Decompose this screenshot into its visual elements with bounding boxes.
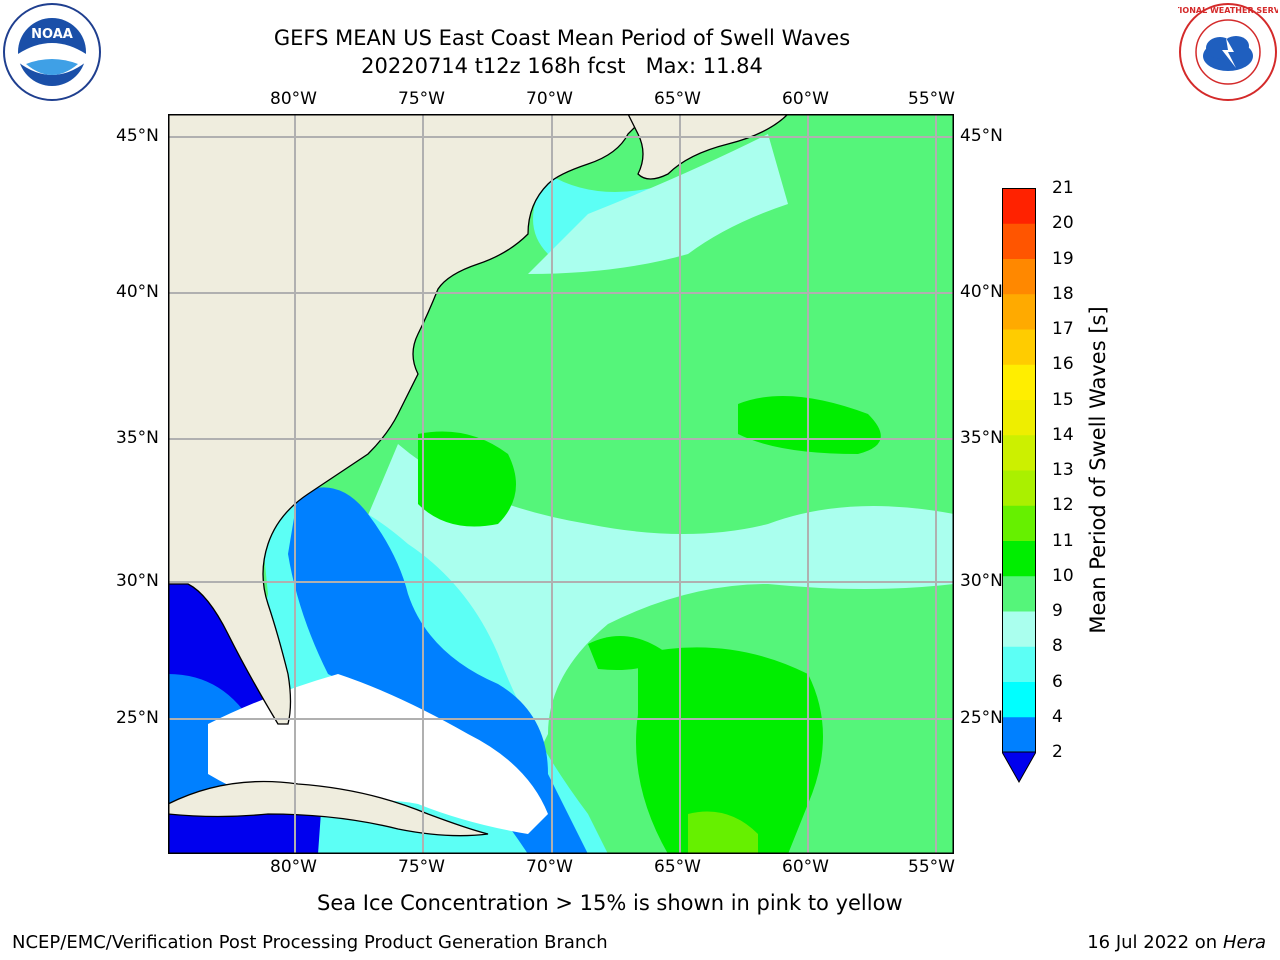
lat-label-left-45n: 45°N	[116, 126, 159, 146]
footer-machine: Hera	[1222, 932, 1266, 953]
colorbar-segment	[1002, 188, 1036, 224]
land-mass-canada	[626, 113, 790, 180]
colorbar-segment	[1002, 258, 1036, 295]
map-panel	[167, 113, 954, 854]
lon-label-top-65w: 65°W	[654, 89, 701, 109]
colorbar-svg	[1001, 188, 1037, 784]
lon-label-top-55w: 55°W	[908, 89, 955, 109]
footer-left: NCEP/EMC/Verification Post Processing Pr…	[12, 932, 608, 953]
swell-zone-yellowgreen	[688, 811, 758, 854]
lat-label-left-35n: 35°N	[116, 428, 159, 448]
noaa-logo-text: NOAA	[31, 27, 73, 42]
lon-label-top-70w: 70°W	[526, 89, 573, 109]
lon-label-bottom-55w: 55°W	[908, 857, 955, 877]
footer-date: 16 Jul 2022 on	[1087, 932, 1223, 953]
colorbar-tick-label: 12	[1052, 495, 1074, 516]
colorbar-segment	[1002, 540, 1036, 577]
colorbar-tick-label: 16	[1052, 354, 1074, 375]
lat-label-right-45n: 45°N	[960, 126, 1003, 146]
noaa-logo: NOAA	[2, 2, 102, 102]
swell-zone-green-4	[588, 636, 668, 670]
sea-ice-caption: Sea Ice Concentration > 15% is shown in …	[317, 891, 903, 915]
lat-label-left-30n: 30°N	[116, 571, 159, 591]
lon-label-bottom-80w: 80°W	[270, 857, 317, 877]
swell-zone-green-3	[636, 647, 823, 854]
colorbar-tick-label: 20	[1052, 213, 1074, 234]
lat-label-left-25n: 25°N	[116, 708, 159, 728]
colorbar-tick-label: 21	[1052, 178, 1074, 198]
colorbar-tick-label: 10	[1052, 565, 1074, 586]
colorbar-segment	[1002, 434, 1036, 471]
colorbar-segment	[1002, 470, 1036, 506]
lon-label-top-75w: 75°W	[398, 89, 445, 109]
map-frame	[168, 114, 954, 854]
colorbar-tick-label: 8	[1052, 636, 1063, 657]
colorbar	[1001, 188, 1037, 784]
lat-label-right-40n: 40°N	[960, 282, 1003, 302]
colorbar-segment	[1002, 611, 1036, 647]
colorbar-segment	[1002, 329, 1036, 365]
colorbar-segment	[1002, 646, 1036, 682]
map-svg	[167, 113, 954, 854]
lon-label-bottom-60w: 60°W	[782, 857, 829, 877]
footer-right: 16 Jul 2022 on Hera	[1087, 932, 1266, 953]
lat-label-left-40n: 40°N	[116, 282, 159, 302]
colorbar-tick-label: 14	[1052, 424, 1074, 445]
colorbar-tick-label: 19	[1052, 248, 1074, 269]
colorbar-segment	[1002, 399, 1036, 436]
map-subtitle: 20220714 t12z 168h fcst Max: 11.84	[361, 54, 763, 78]
colorbar-segment	[1002, 681, 1036, 718]
land-mass-cuba	[167, 780, 489, 837]
nws-logo-text: NATIONAL WEATHER SERVICE	[1178, 6, 1278, 15]
lon-label-bottom-70w: 70°W	[526, 857, 573, 877]
graticule	[168, 114, 954, 854]
swell-zone-light-north	[528, 134, 788, 274]
colorbar-segment	[1002, 293, 1036, 330]
colorbar-extend-triangle	[1001, 751, 1037, 784]
lon-label-bottom-75w: 75°W	[398, 857, 445, 877]
map-title: GEFS MEAN US East Coast Mean Period of S…	[273, 26, 851, 50]
swell-zone-green-1	[418, 431, 516, 527]
colorbar-frame	[1002, 188, 1036, 753]
colorbar-segment	[1002, 716, 1036, 753]
colorbar-segment	[1002, 505, 1036, 541]
colorbar-tick-label: 11	[1052, 530, 1074, 551]
lat-label-right-35n: 35°N	[960, 428, 1003, 448]
lon-label-top-80w: 80°W	[270, 89, 317, 109]
lat-label-right-25n: 25°N	[960, 708, 1003, 728]
lon-label-bottom-65w: 65°W	[654, 857, 701, 877]
colorbar-segment	[1002, 223, 1036, 259]
colorbar-label: Mean Period of Swell Waves [s]	[1086, 306, 1110, 634]
colorbar-tick-label: 13	[1052, 460, 1074, 480]
colorbar-tick-label: 4	[1052, 706, 1063, 727]
colorbar-tick-label: 6	[1052, 671, 1063, 692]
lat-label-right-30n: 30°N	[960, 571, 1003, 591]
colorbar-ticks: 21 20 19 18 17 16 15 14 13 12 11 10 9 8 6 4 2	[1038, 0, 1098, 960]
colorbar-tick-label: 17	[1052, 319, 1074, 339]
colorbar-segment	[1002, 364, 1036, 400]
colorbar-tick-label: 2	[1052, 742, 1063, 762]
land-mass	[167, 113, 650, 725]
colorbar-tick-label: 9	[1052, 601, 1063, 621]
nws-logo: NATIONAL WEATHER SERVICE	[1162, 2, 1280, 102]
colorbar-segment	[1002, 575, 1036, 612]
lon-label-top-60w: 60°W	[782, 89, 829, 109]
colorbar-tick-label: 18	[1052, 283, 1074, 304]
colorbar-tick-label: 15	[1052, 389, 1074, 410]
swell-zone-blue	[288, 487, 588, 854]
